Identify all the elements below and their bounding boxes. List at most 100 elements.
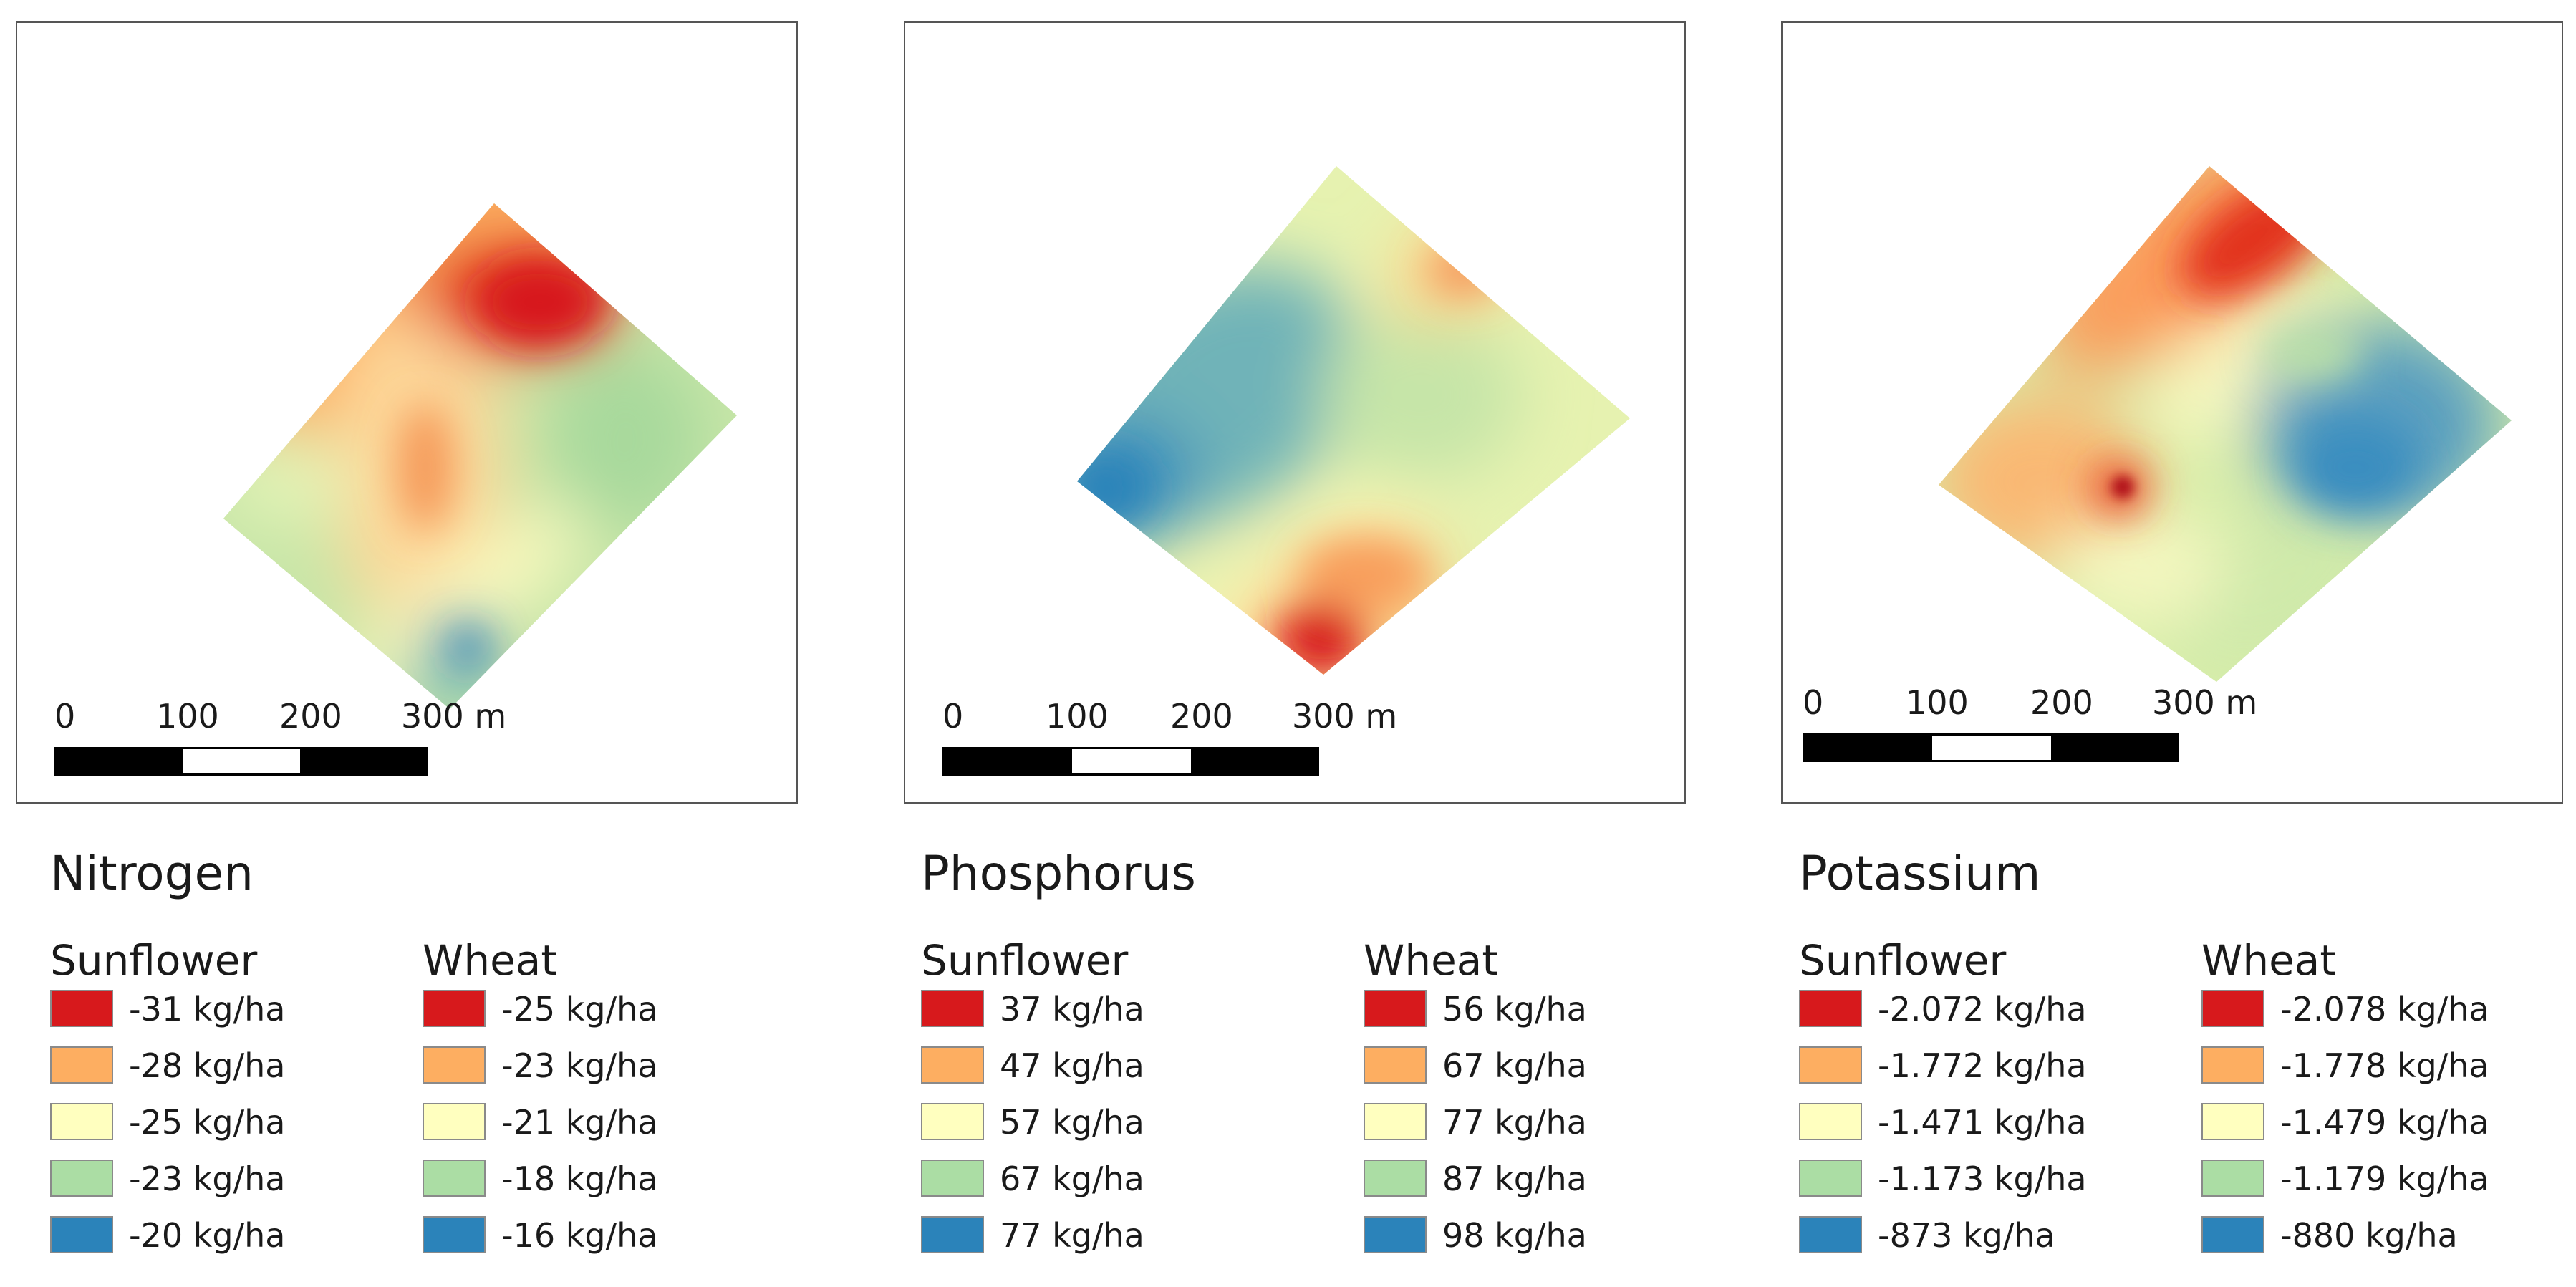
legend-nitrogen-sunflower: Sunflower -31 kg/ha -28 kg/ha -25 kg/ha -23 … [50, 935, 285, 1255]
legend-value: -1.471 kg/ha [1878, 1103, 2087, 1142]
legend-value: 56 kg/ha [1442, 990, 1587, 1028]
scale-label-200: 200 [2030, 683, 2093, 722]
panel-title-potassium: Potassium [1799, 846, 2041, 901]
nitrogen-heatmap [223, 203, 737, 709]
legend-swatch [1799, 1216, 1862, 1253]
legend-swatch [423, 1216, 486, 1253]
legend-value: 57 kg/ha [1000, 1103, 1144, 1142]
legend-value: -16 kg/ha [501, 1216, 658, 1255]
legend-value: -23 kg/ha [501, 1046, 658, 1085]
legend-value: -23 kg/ha [129, 1160, 286, 1198]
map-panel-nitrogen: 0 100 200 300 m [16, 21, 798, 804]
legend-nitrogen-wheat: Wheat -25 kg/ha -23 kg/ha -21 kg/ha -18 kg/h… [423, 935, 657, 1255]
legend-value: -18 kg/ha [501, 1160, 658, 1198]
legend-value: -25 kg/ha [129, 1103, 286, 1142]
legend-swatch [921, 1103, 984, 1140]
legend-swatch [50, 990, 113, 1027]
legend-swatch [1364, 1160, 1427, 1197]
legend-swatch [1799, 1046, 1862, 1084]
legend-swatch [50, 1103, 113, 1140]
map-panel-phosphorus: 0 100 200 300 m [904, 21, 1686, 804]
scale-label-300m: 300 m [1292, 697, 1398, 736]
scale-bar-segment [1803, 733, 1930, 762]
legend-swatch [921, 1046, 984, 1084]
scale-bar-segment [302, 747, 428, 776]
legend-potassium-sunflower: Sunflower -2.072 kg/ha -1.772 kg/ha -1.471 … [1799, 935, 2087, 1255]
scale-bar-segment [54, 747, 180, 776]
legend-value: -21 kg/ha [501, 1103, 658, 1142]
legend-value: -1.778 kg/ha [2280, 1046, 2489, 1085]
legend-value: -1.179 kg/ha [2280, 1160, 2489, 1198]
legend-swatch [2201, 990, 2264, 1027]
scale-label-300m: 300 m [401, 697, 507, 736]
legend-value: 47 kg/ha [1000, 1046, 1144, 1085]
scale-label-0: 0 [942, 697, 964, 736]
legend-value: 87 kg/ha [1442, 1160, 1587, 1198]
legend-swatch [423, 1046, 486, 1084]
legend-value: -2.078 kg/ha [2280, 990, 2489, 1028]
legend-swatch [50, 1046, 113, 1084]
phosphorus-heatmap [1077, 166, 1630, 675]
scale-label-100: 100 [1906, 683, 1969, 722]
scale-bar-segment [1070, 747, 1193, 776]
legend-swatch [2201, 1216, 2264, 1253]
legend-swatch [2201, 1103, 2264, 1140]
panel-title-nitrogen: Nitrogen [50, 846, 254, 901]
legend-swatch [2201, 1046, 2264, 1084]
legend-value: 67 kg/ha [1442, 1046, 1587, 1085]
potassium-heatmap [1939, 166, 2512, 682]
scale-label-0: 0 [54, 697, 76, 736]
legend-value: -2.072 kg/ha [1878, 990, 2087, 1028]
scale-label-0: 0 [1803, 683, 1824, 722]
legend-value: -880 kg/ha [2280, 1216, 2458, 1255]
legend-value: 98 kg/ha [1442, 1216, 1587, 1255]
legend-swatch [1799, 990, 1862, 1027]
legend-value: -31 kg/ha [129, 990, 286, 1028]
scale-label-200: 200 [279, 697, 342, 736]
legend-swatch [921, 1160, 984, 1197]
map-panel-potassium: 0 100 200 300 m [1781, 21, 2563, 804]
legend-value: -20 kg/ha [129, 1216, 286, 1255]
legend-swatch [1799, 1160, 1862, 1197]
scale-bar-segment [1930, 733, 2053, 762]
legend-phosphorus-sunflower: Sunflower 37 kg/ha 47 kg/ha 57 kg/ha 67 kg/h… [921, 935, 1144, 1255]
legend-value: 67 kg/ha [1000, 1160, 1144, 1198]
legend-value: 77 kg/ha [1442, 1103, 1587, 1142]
legend-value: -873 kg/ha [1878, 1216, 2055, 1255]
scale-label-100: 100 [1046, 697, 1109, 736]
legend-swatch [50, 1160, 113, 1197]
scale-label-100: 100 [156, 697, 219, 736]
scale-label-300m: 300 m [2152, 683, 2258, 722]
scale-bar-segment [2053, 733, 2179, 762]
legend-value: -28 kg/ha [129, 1046, 286, 1085]
legend-value: -1.173 kg/ha [1878, 1160, 2087, 1198]
legend-swatch [1364, 1216, 1427, 1253]
legend-value: 77 kg/ha [1000, 1216, 1144, 1255]
legend-swatch [423, 1103, 486, 1140]
legend-swatch [1364, 1103, 1427, 1140]
legend-header-wheat: Wheat [423, 936, 558, 985]
legend-potassium-wheat: Wheat -2.078 kg/ha -1.778 kg/ha -1.479 kg/h… [2201, 935, 2489, 1255]
legend-value: -1.479 kg/ha [2280, 1103, 2489, 1142]
legend-swatch [423, 990, 486, 1027]
legend-value: -25 kg/ha [501, 990, 658, 1028]
legend-swatch [2201, 1160, 2264, 1197]
scale-bar-segment [942, 747, 1070, 776]
scale-bar-segment [180, 747, 302, 776]
legend-header-sunflower: Sunflower [50, 936, 258, 985]
scale-bar-segment [1193, 747, 1319, 776]
legend-swatch [50, 1216, 113, 1253]
legend-header-sunflower: Sunflower [921, 936, 1129, 985]
legend-value: 37 kg/ha [1000, 990, 1144, 1028]
legend-header-sunflower: Sunflower [1799, 936, 2007, 985]
legend-phosphorus-wheat: Wheat 56 kg/ha 67 kg/ha 77 kg/ha 87 kg/ha 98 … [1364, 935, 1587, 1255]
legend-swatch [1799, 1103, 1862, 1140]
legend-header-wheat: Wheat [2201, 936, 2337, 985]
legend-swatch [921, 990, 984, 1027]
legend-header-wheat: Wheat [1364, 936, 1499, 985]
scale-label-200: 200 [1170, 697, 1233, 736]
legend-swatch [1364, 990, 1427, 1027]
legend-value: -1.772 kg/ha [1878, 1046, 2087, 1085]
legend-swatch [1364, 1046, 1427, 1084]
legend-swatch [921, 1216, 984, 1253]
